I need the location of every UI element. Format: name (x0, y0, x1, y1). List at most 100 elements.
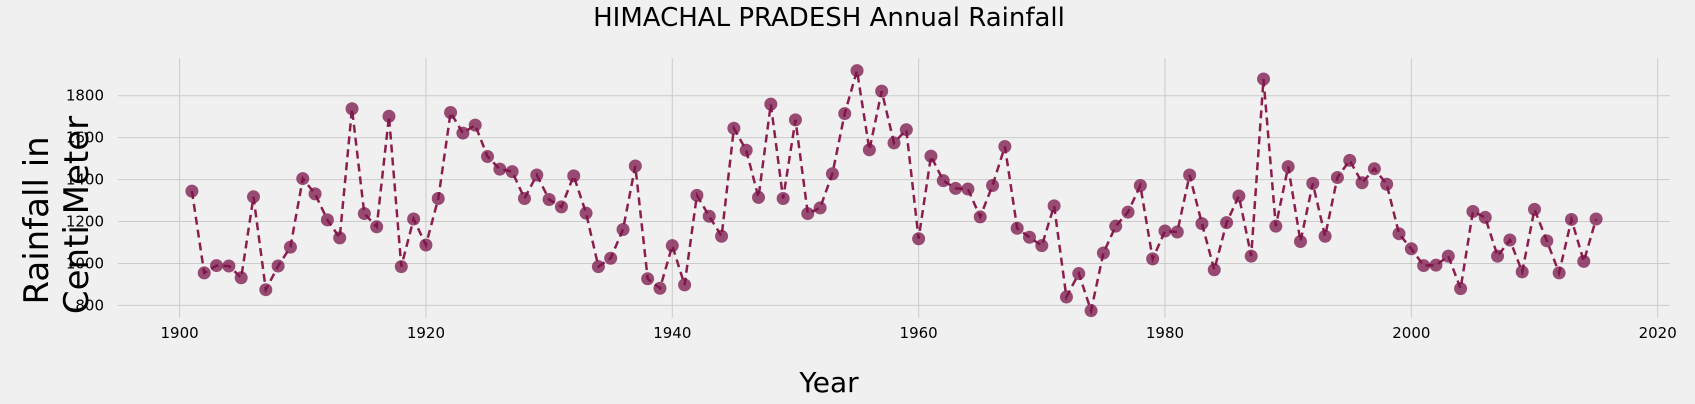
data-point (542, 193, 556, 207)
data-point (961, 182, 975, 196)
data-point (788, 113, 802, 127)
data-point (1454, 282, 1468, 296)
series-line (190, 70, 1598, 316)
data-point (246, 190, 260, 204)
data-point (912, 232, 926, 246)
data-point (1577, 254, 1591, 268)
data-point (296, 172, 310, 186)
data-point (210, 259, 224, 273)
data-point (665, 239, 679, 253)
data-point (456, 126, 470, 140)
data-point (468, 118, 482, 132)
data-point (1269, 219, 1283, 233)
data-point (419, 238, 433, 252)
chart-title: HIMACHAL PRADESH Annual Rainfall (593, 3, 1065, 33)
data-point (986, 178, 1000, 192)
data-point (259, 283, 273, 297)
y-tick-label: 1400 (66, 171, 104, 189)
data-point (567, 169, 581, 183)
data-point (394, 260, 408, 274)
data-point (579, 206, 593, 220)
data-point (357, 207, 371, 221)
data-point (875, 84, 889, 98)
data-point (382, 109, 396, 123)
data-point (222, 259, 236, 273)
data-point (1059, 290, 1073, 304)
data-point (1096, 246, 1110, 260)
data-point (505, 165, 519, 179)
data-point (345, 102, 359, 116)
y-axis-label: Rainfall in Centi Meter (17, 116, 97, 314)
data-point (197, 266, 211, 280)
x-tick-labels: 1900 1920 1940 1960 1980 2000 2020 (160, 324, 1676, 342)
grid (118, 58, 1670, 318)
data-point (1367, 162, 1381, 176)
data-point (1133, 178, 1147, 192)
data-point (739, 143, 753, 157)
data-point (1281, 160, 1295, 174)
data-point (431, 191, 445, 205)
data-point (973, 210, 987, 224)
data-point (407, 212, 421, 226)
data-point (825, 167, 839, 181)
data-point (1491, 249, 1505, 263)
data-point (1084, 304, 1098, 318)
data-point (1589, 212, 1603, 226)
data-point (1429, 258, 1443, 272)
data-point (1072, 267, 1086, 281)
data-point (517, 191, 531, 205)
data-point (702, 209, 716, 223)
x-tick-label: 1980 (1146, 324, 1184, 342)
data-point (1244, 249, 1258, 263)
data-point (887, 136, 901, 150)
data-point (715, 229, 729, 243)
data-point (727, 121, 741, 135)
data-point (998, 139, 1012, 153)
data-point (370, 220, 384, 234)
data-point (1478, 210, 1492, 224)
x-tick-label: 2000 (1392, 324, 1430, 342)
data-point (752, 190, 766, 204)
data-point (333, 231, 347, 245)
data-point (1515, 265, 1529, 279)
data-point (1552, 266, 1566, 280)
data-point (936, 174, 950, 188)
data-point (1355, 176, 1369, 190)
y-tick-labels: 800 1000 1200 1400 1600 1800 (66, 87, 104, 315)
data-point (1035, 239, 1049, 253)
data-point (481, 150, 495, 164)
data-point (530, 168, 544, 182)
data-point (690, 188, 704, 202)
x-tick-label: 1920 (407, 324, 445, 342)
y-tick-label: 1000 (66, 254, 104, 272)
data-point (1158, 224, 1172, 238)
x-tick-label: 1940 (653, 324, 691, 342)
data-point (838, 107, 852, 121)
data-point (616, 223, 630, 237)
data-point (776, 191, 790, 205)
y-tick-label: 1200 (66, 213, 104, 231)
data-point (234, 271, 248, 285)
data-point (1380, 177, 1394, 191)
y-axis-label-line-1: Rainfall in (17, 136, 57, 304)
y-axis-label-line-2: Centi Meter (57, 116, 97, 314)
data-point (862, 143, 876, 157)
data-point (801, 207, 815, 221)
data-point (641, 272, 655, 286)
data-point (653, 281, 667, 295)
data-point (1392, 227, 1406, 241)
y-tick-label: 1600 (66, 129, 104, 147)
data-point (850, 64, 864, 78)
data-point (1232, 189, 1246, 203)
data-point (813, 201, 827, 215)
data-point (1404, 242, 1418, 256)
data-point (628, 159, 642, 173)
data-point (185, 184, 199, 198)
data-point (1417, 259, 1431, 273)
x-tick-label: 1960 (900, 324, 938, 342)
data-point (1047, 199, 1061, 213)
data-point (764, 97, 778, 111)
data-point (1441, 249, 1455, 263)
data-point (1528, 202, 1542, 216)
